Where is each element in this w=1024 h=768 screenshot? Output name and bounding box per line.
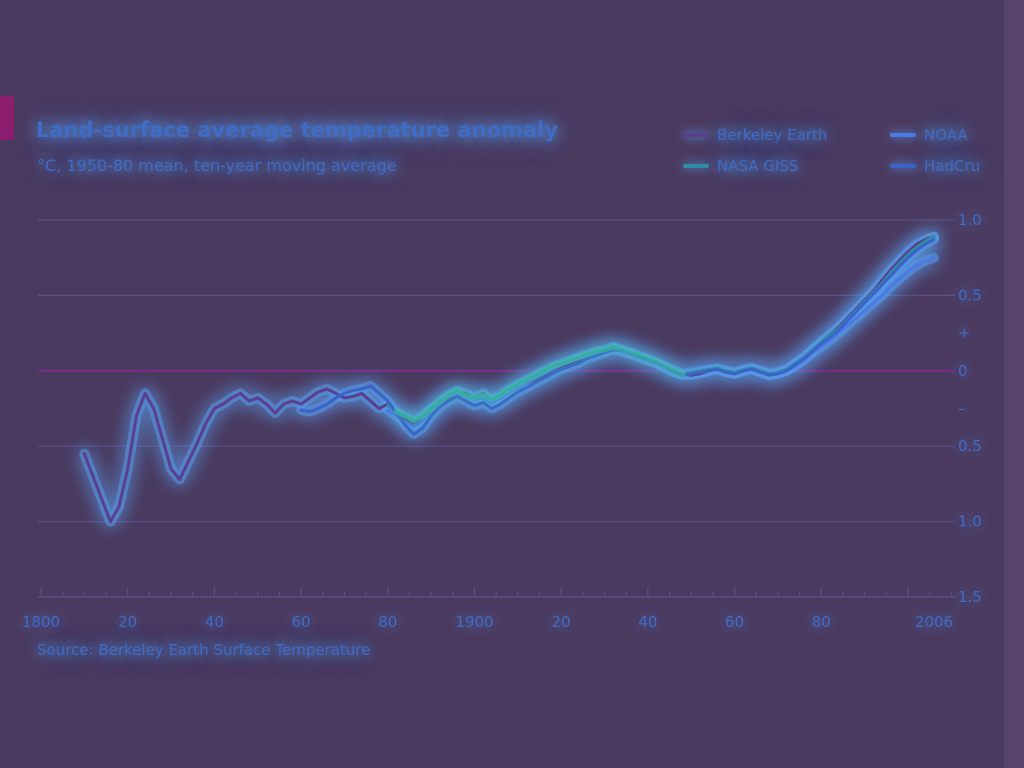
legend-item-hadcru: HadCru (890, 155, 980, 177)
legend-label-hadcru: HadCru (924, 157, 981, 175)
x-tick-label: 2006 (915, 613, 953, 631)
x-tick-label: 60 (292, 613, 311, 631)
legend-item-berkeley-earth: Berkeley Earth (683, 124, 827, 146)
series-line-berkeley-earth (82, 235, 936, 524)
x-tick-label: 40 (638, 613, 657, 631)
series-glow-berkeley-earth (79, 231, 939, 527)
y-tick-label: 1.0 (958, 513, 982, 531)
x-tick-label: 40 (205, 613, 224, 631)
y-tick-label: 0 (958, 362, 968, 380)
x-tick-label: 1800 (22, 613, 60, 631)
chart-subtitle: °C, 1950-80 mean, ten-year moving averag… (37, 156, 397, 175)
chart-title: Land-surface average temperature anomaly (36, 118, 558, 142)
x-tick-label: 1900 (455, 613, 493, 631)
legend-swatch-berkeley-earth (683, 133, 709, 137)
legend-swatch-noaa (890, 133, 916, 137)
y-tick-label: + (958, 324, 971, 342)
legend-item-noaa: NOAA (890, 124, 968, 146)
series-overlap-highlight (393, 343, 686, 424)
chart-source: Source: Berkeley Earth Surface Temperatu… (37, 641, 371, 659)
x-tick-label: 60 (725, 613, 744, 631)
series-glow-nasa-giss (382, 231, 939, 426)
legend-swatch-hadcru (890, 164, 916, 168)
corner-tag (0, 96, 14, 140)
y-tick-label: 1.5 (958, 588, 982, 606)
x-tick-label: 20 (552, 613, 571, 631)
y-tick-label: – (958, 400, 966, 418)
right-edge-strip (1004, 0, 1024, 768)
legend-label-nasa-giss: NASA GISS (717, 157, 799, 175)
x-tick-label: 80 (812, 613, 831, 631)
legend-item-nasa-giss: NASA GISS (683, 155, 798, 177)
x-tick-label: 80 (378, 613, 397, 631)
x-tick-label: 20 (118, 613, 137, 631)
legend-label-noaa: NOAA (924, 126, 968, 144)
legend-swatch-nasa-giss (683, 164, 709, 168)
y-tick-label: 0.5 (958, 437, 982, 455)
y-tick-label: 0.5 (958, 286, 982, 304)
y-tick-label: 1.0 (958, 211, 982, 229)
legend-label-berkeley-earth: Berkeley Earth (717, 126, 828, 144)
